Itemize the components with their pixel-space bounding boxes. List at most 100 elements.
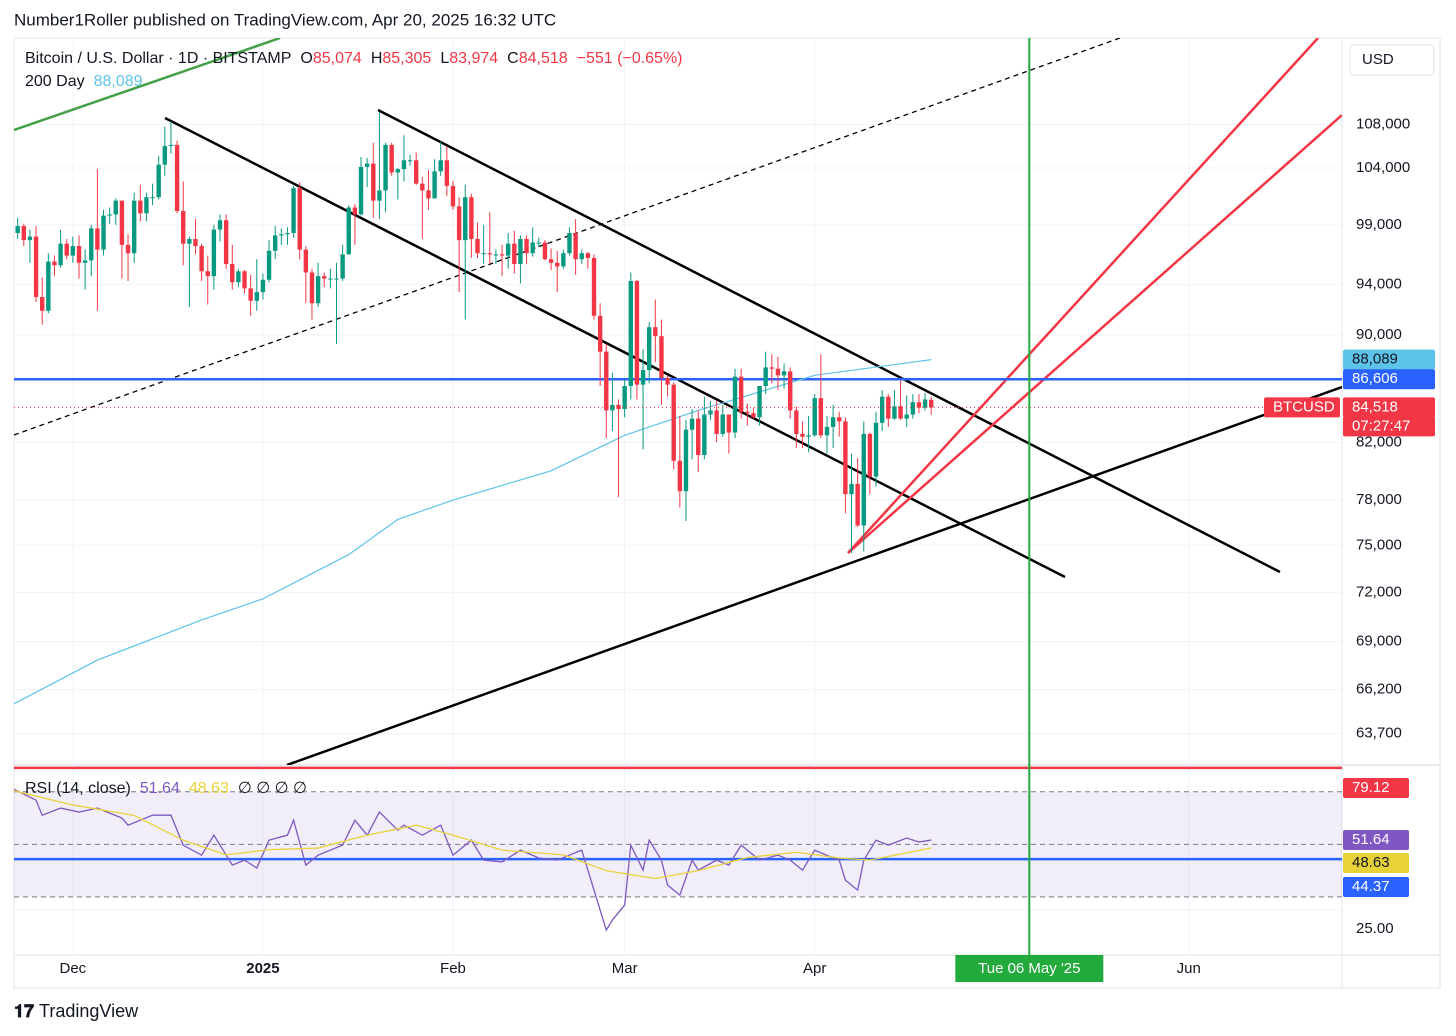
candle-body — [266, 250, 272, 280]
candle-body — [230, 263, 235, 283]
candle-body — [377, 190, 382, 201]
candle-body — [597, 315, 603, 352]
ma-name: 200 Day — [25, 73, 85, 90]
candle-body — [800, 433, 805, 437]
candle-body — [181, 210, 186, 244]
candle-body — [830, 417, 836, 427]
candle-body — [113, 200, 118, 215]
candle-body — [751, 413, 756, 418]
candle-body — [677, 460, 683, 492]
candle-body — [450, 185, 456, 207]
ohlc-value: 84,518 — [519, 50, 568, 67]
candle-body — [659, 336, 664, 378]
candle-body — [211, 229, 217, 277]
candle-body — [420, 183, 425, 191]
y-tick-label: 75,000 — [1356, 536, 1402, 553]
candle-body — [610, 404, 615, 411]
brand: 𝟏𝟕 TradingView — [14, 1001, 139, 1021]
candle-body — [46, 261, 51, 311]
candle-body — [187, 238, 192, 244]
countdown-tag: 07:27:47 — [1352, 417, 1410, 434]
candle-body — [879, 396, 885, 423]
countdown-tag-bg — [1343, 416, 1435, 437]
trendline — [14, 38, 281, 132]
candle-body — [481, 253, 486, 255]
candle-body — [162, 146, 168, 165]
candle-body — [867, 433, 873, 477]
candle-body — [579, 253, 584, 260]
y-tick-label: 63,700 — [1356, 725, 1402, 742]
x-tick-label: Jun — [1177, 960, 1201, 977]
candle-body — [683, 429, 689, 492]
brand-name: TradingView — [39, 1001, 139, 1021]
candle-body — [487, 253, 492, 255]
candle-body — [346, 207, 351, 255]
candle-body — [665, 377, 670, 385]
y-tick-label: 25.00 — [1356, 920, 1394, 937]
candle-body — [217, 220, 223, 230]
candle-body — [107, 214, 112, 216]
candle-body — [199, 246, 204, 272]
trendline — [286, 385, 1342, 765]
candle-body — [193, 238, 198, 247]
candle-body — [426, 190, 431, 199]
candle-body — [671, 384, 676, 461]
brand-logo: 𝟏𝟕 — [14, 1001, 39, 1021]
candle-body — [444, 160, 450, 186]
candle-body — [653, 327, 658, 337]
candle-body — [604, 351, 609, 411]
candle-body — [309, 272, 315, 304]
candle-body — [401, 160, 407, 170]
candle-body — [260, 279, 266, 293]
candle-body — [156, 164, 161, 198]
candle-body — [530, 242, 535, 254]
rsi-title: RSI (14, close) — [25, 780, 131, 797]
candle-body — [358, 166, 364, 215]
trendline — [847, 114, 1342, 554]
candle-body — [634, 281, 640, 385]
ohlc-value: 85,305 — [382, 50, 431, 67]
y-tick-label: 94,000 — [1356, 276, 1402, 293]
candle-body — [131, 200, 137, 254]
rsi-value: 51.64 — [140, 780, 180, 797]
candle-body — [689, 418, 695, 430]
y-tick-label: 72,000 — [1356, 583, 1402, 600]
x-tick-label: 2025 — [246, 960, 279, 977]
last-price-tag-bg — [1343, 397, 1435, 418]
candle-body — [144, 197, 149, 214]
candle-body — [168, 144, 174, 147]
y-tick-label: 108,000 — [1356, 115, 1410, 132]
y-tick-label: 90,000 — [1356, 326, 1402, 343]
candle-body — [512, 243, 517, 264]
ohlc-key: O — [300, 50, 312, 67]
ma-legend: 200 Day 88,089 — [25, 73, 143, 90]
candle-body — [702, 414, 707, 456]
level-price-tag-bg — [1343, 369, 1435, 390]
candle-body — [15, 226, 20, 234]
candle-body — [726, 414, 732, 433]
currency: USD — [1362, 51, 1394, 68]
candle-body — [328, 278, 333, 280]
symbol: Bitcoin / U.S. Dollar · 1D · BITSTAMP — [25, 50, 291, 67]
y-tick-label: 99,000 — [1356, 216, 1402, 233]
candle-body — [757, 386, 762, 418]
x-tick-label: Apr — [803, 960, 826, 977]
candle-body — [242, 271, 247, 289]
candle-body — [334, 278, 339, 280]
candle-body — [64, 243, 69, 256]
candle-body — [82, 260, 88, 263]
candle-body — [58, 243, 63, 266]
candle-body — [892, 406, 897, 419]
candle-body — [787, 371, 793, 411]
candle-body — [585, 253, 591, 258]
candle-body — [591, 257, 597, 316]
candle-body — [824, 426, 830, 436]
rsi-band — [14, 791, 1342, 897]
candle-body — [21, 226, 27, 241]
y-tick-label: 104,000 — [1356, 159, 1410, 176]
candle-body — [837, 417, 842, 422]
candle-body — [493, 254, 499, 256]
candle-body — [272, 235, 278, 251]
candle-body — [763, 367, 768, 387]
candle-body — [904, 414, 909, 419]
